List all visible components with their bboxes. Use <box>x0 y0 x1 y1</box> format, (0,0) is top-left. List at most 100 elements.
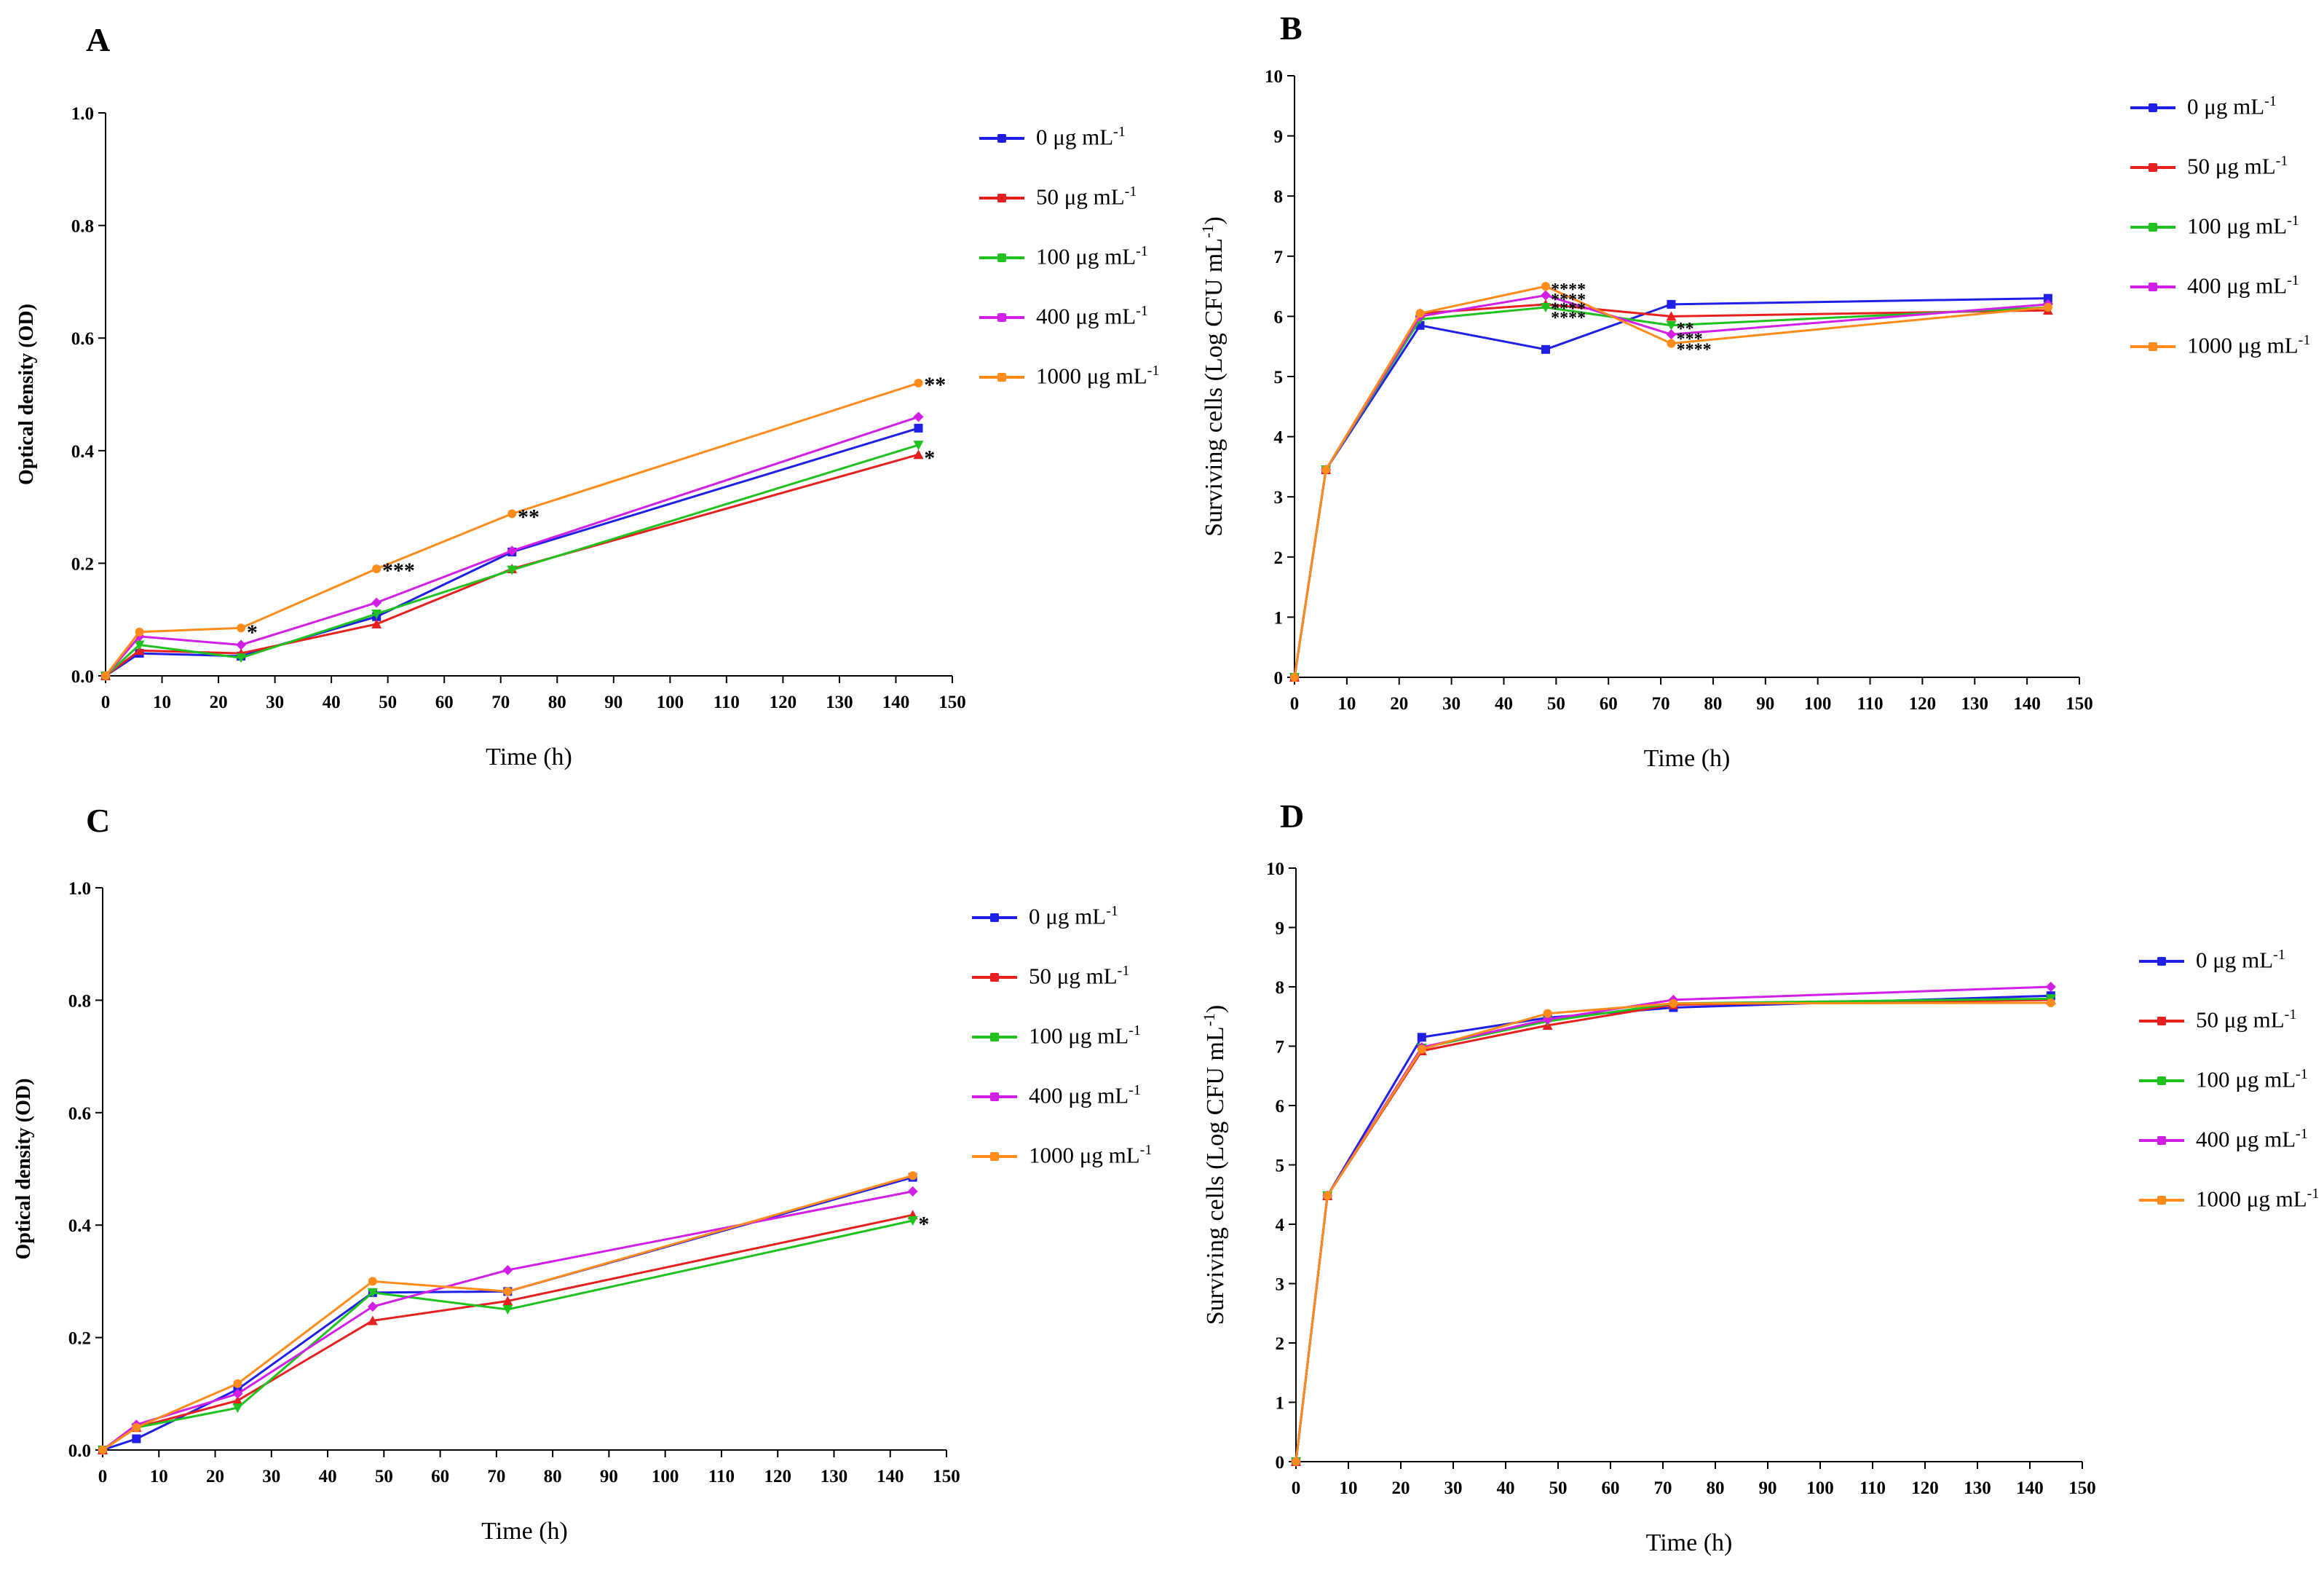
y-axis-label-superscript: -1 <box>1198 225 1217 238</box>
legend-label: 400 μg mL-1 <box>2196 1126 2308 1152</box>
panel-letter: B <box>1280 9 1303 47</box>
chart-c: 0 10 20 30 40 50 60 70 80 90 100 110 120 130 140 150 0.0… <box>12 879 960 1545</box>
data-point <box>134 640 145 650</box>
x-tick-label: 120 <box>764 1467 791 1486</box>
legend-marker <box>2157 1076 2166 1085</box>
y-tick-label: 0.2 <box>68 1329 91 1349</box>
x-tick-label: 10 <box>153 693 171 712</box>
x-tick-label: 30 <box>262 1467 280 1486</box>
legend-label-superscript: -1 <box>2296 1126 2308 1142</box>
data-point <box>368 1277 377 1286</box>
legend-label: 1000 μg mL-1 <box>1029 1142 1152 1168</box>
legend-label-text: 100 μg mL <box>1036 243 1137 269</box>
data-point <box>132 1434 141 1443</box>
y-tick-label: 10 <box>1265 67 1283 87</box>
legend-item: 1000 μg mL-1 <box>2139 1186 2324 1215</box>
x-tick-label: 120 <box>1909 694 1937 714</box>
y-axis-label-superscript: -1 <box>1200 1013 1218 1026</box>
series-line <box>104 382 919 677</box>
legend-label-text: 100 μg mL <box>2196 1066 2296 1092</box>
legend-label-text: 1000 μg mL <box>1036 363 1147 389</box>
y-tick-label: 3 <box>1276 1275 1285 1295</box>
y-tick-label: 0.8 <box>71 217 94 237</box>
legend-label-text: 1000 μg mL <box>1029 1142 1140 1168</box>
legend-marker <box>997 373 1006 382</box>
x-tick-label: 30 <box>266 693 284 712</box>
x-tick-label: 90 <box>1756 694 1774 714</box>
data-point <box>134 645 145 655</box>
series-line <box>1293 297 2048 678</box>
series-line <box>1293 306 2048 678</box>
data-point <box>1321 465 1331 475</box>
legend-label-text: 0 μg mL <box>1036 124 1114 150</box>
data-point <box>232 1403 243 1414</box>
x-tick-label: 80 <box>1707 1478 1725 1498</box>
legend-label: 0 μg mL-1 <box>1036 124 1126 150</box>
y-tick-label: 0 <box>1276 1453 1285 1473</box>
data-point <box>372 564 382 574</box>
legend-label-superscript: -1 <box>2298 332 2311 348</box>
data-point <box>913 441 924 451</box>
significance-annotation: ** <box>1677 320 1694 339</box>
legend-marker <box>2149 163 2157 172</box>
y-tick-label: 0.2 <box>71 554 94 574</box>
data-point <box>914 423 923 433</box>
y-tick-label: 5 <box>1276 1157 1285 1176</box>
x-tick-label: 50 <box>379 693 397 712</box>
chart-b: 0 10 20 30 40 50 60 70 80 90 100 110 120 130 140 150 0 1 2… <box>1198 67 2093 772</box>
y-tick-label: 0.4 <box>71 442 95 462</box>
legend-swatch <box>2139 1076 2184 1085</box>
legend-item: 50 μg mL-1 <box>2139 1006 2324 1036</box>
legend-marker <box>2157 1017 2166 1025</box>
legend-marker <box>2157 957 2166 966</box>
legend-item: 100 μg mL-1 <box>2130 213 2324 242</box>
legend-label-text: 50 μg mL <box>2187 153 2276 179</box>
y-tick-label: 4 <box>1276 1216 1285 1235</box>
x-tick-label: 150 <box>2068 1478 2096 1498</box>
x-tick-label: 80 <box>548 693 566 712</box>
x-tick-label: 60 <box>435 693 454 712</box>
data-point <box>1666 320 1677 331</box>
x-tick-label: 110 <box>1857 694 1883 714</box>
x-tick-label: 10 <box>1340 1478 1358 1498</box>
x-tick-label: 150 <box>938 693 966 712</box>
legend-swatch <box>2139 1196 2184 1205</box>
legend-item: 0 μg mL-1 <box>2130 93 2324 122</box>
legend-label-superscript: -1 <box>2296 1066 2308 1082</box>
y-tick-label: 2 <box>1276 1334 1285 1354</box>
legend-marker <box>990 913 999 922</box>
data-point <box>503 1287 513 1296</box>
legend-label-text: 0 μg mL <box>2187 93 2265 119</box>
series-line <box>104 444 919 677</box>
x-tick-label: 130 <box>821 1467 848 1486</box>
x-tick-label: 70 <box>1652 694 1670 714</box>
chart-a: 0 10 20 30 40 50 60 70 80 90 100 110 120 130 140 150 0.0… <box>15 104 966 771</box>
legend-marker <box>2149 342 2157 351</box>
legend-swatch <box>972 1152 1017 1161</box>
legend-swatch <box>2139 1136 2184 1145</box>
legend-label-superscript: -1 <box>1139 1142 1153 1158</box>
x-axis-label: Time (h) <box>481 1518 568 1545</box>
x-tick-label: 100 <box>1806 1478 1834 1498</box>
data-point <box>1323 1191 1332 1200</box>
legend-swatch <box>2130 223 2175 232</box>
panel-letter: D <box>1280 797 1305 835</box>
y-tick-label: 0.0 <box>68 1441 91 1461</box>
x-tick-label: 10 <box>1337 694 1356 714</box>
legend-label-superscript: -1 <box>1147 363 1160 379</box>
series-line <box>102 1219 913 1451</box>
y-axis-label: Optical density (OD) <box>15 304 38 485</box>
x-tick-label: 110 <box>714 693 740 712</box>
significance-annotation: ** <box>518 505 540 529</box>
x-tick-label: 90 <box>604 693 622 712</box>
x-tick-label: 70 <box>487 1467 505 1486</box>
y-tick-label: 1.0 <box>71 104 94 124</box>
x-tick-label: 100 <box>1804 694 1832 714</box>
legend-item: 400 μg mL-1 <box>979 303 1227 332</box>
series-line <box>102 1213 913 1451</box>
legend-label-text: 100 μg mL <box>2187 213 2288 239</box>
legend-marker <box>2157 1136 2166 1145</box>
x-tick-label: 40 <box>1495 694 1513 714</box>
y-tick-label: 9 <box>1276 919 1285 939</box>
x-tick-label: 130 <box>1964 1478 1991 1498</box>
